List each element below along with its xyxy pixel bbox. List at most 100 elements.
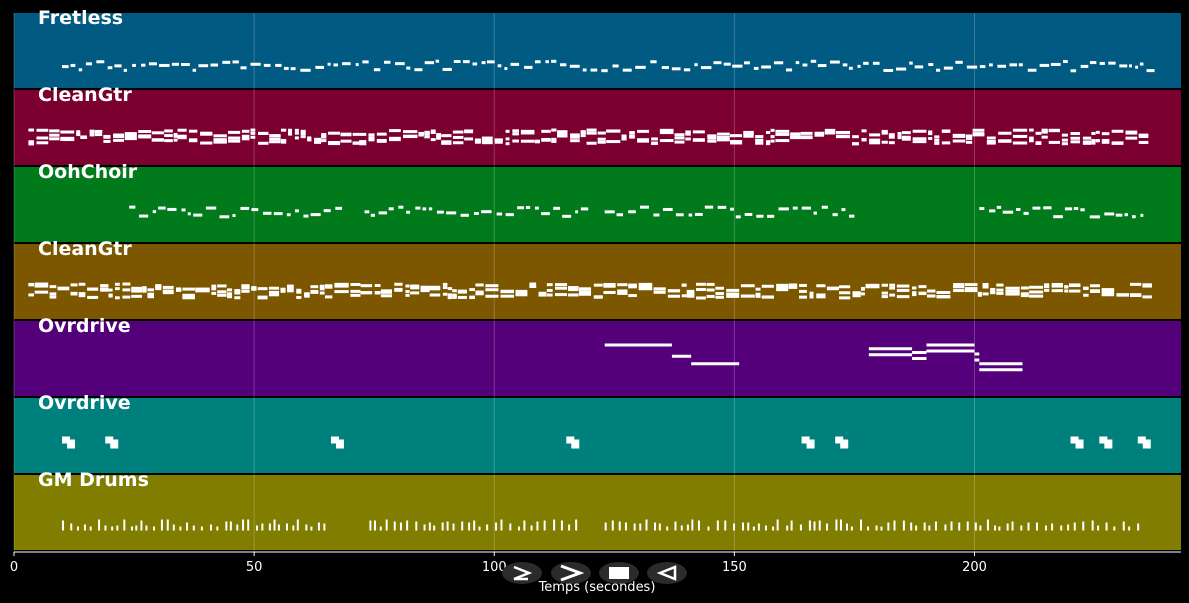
note [824, 128, 836, 132]
note [314, 138, 322, 142]
note [280, 287, 286, 291]
note [824, 131, 836, 135]
note [881, 140, 888, 144]
note [744, 212, 753, 216]
drum-hit [261, 523, 264, 531]
drum-hit [399, 522, 402, 531]
note [310, 285, 319, 289]
drum-hit [880, 526, 883, 531]
note [628, 294, 637, 298]
note [1005, 286, 1020, 290]
note [280, 289, 286, 293]
note [1018, 63, 1023, 67]
play-button-bg[interactable] [502, 562, 542, 584]
note [661, 66, 669, 70]
note [621, 134, 627, 138]
note [330, 436, 339, 444]
track-title-2: OohChoir [38, 161, 138, 183]
note [1029, 294, 1044, 298]
rewind-button-bg[interactable] [647, 562, 687, 584]
note [70, 292, 78, 296]
note [1095, 139, 1100, 143]
note [452, 135, 464, 139]
note [1090, 289, 1100, 293]
note [494, 140, 503, 144]
note [628, 210, 636, 214]
note [475, 292, 484, 296]
note [570, 139, 580, 143]
stop-button[interactable] [599, 562, 639, 584]
note [869, 138, 881, 142]
note [715, 291, 724, 295]
note [296, 295, 302, 299]
note [147, 295, 155, 299]
note [410, 286, 420, 290]
note [1012, 134, 1028, 138]
drum-hit [200, 526, 203, 531]
note [896, 284, 910, 288]
note [755, 135, 764, 139]
note [1091, 131, 1096, 135]
note [1069, 284, 1081, 288]
note [998, 131, 1012, 135]
note [442, 286, 448, 290]
note [986, 141, 996, 145]
note [280, 138, 287, 142]
note [87, 295, 99, 299]
note [505, 129, 510, 133]
drum-hit [958, 522, 961, 531]
tracks-layer [14, 13, 1181, 550]
note [571, 439, 580, 449]
note [612, 64, 619, 68]
drum-hit [216, 526, 219, 531]
note [901, 131, 911, 135]
note [171, 62, 179, 66]
note [732, 64, 743, 68]
drum-hit [1082, 521, 1085, 531]
note [414, 68, 423, 72]
note [1101, 140, 1110, 144]
note [638, 285, 653, 289]
note [604, 210, 615, 214]
note [869, 141, 881, 145]
note [325, 295, 333, 299]
note [683, 68, 691, 72]
note [888, 133, 895, 137]
note [696, 282, 706, 286]
note [541, 138, 551, 142]
rewind-button[interactable] [647, 562, 687, 584]
note [529, 284, 537, 288]
note [132, 63, 136, 67]
note [686, 292, 695, 296]
note [928, 137, 933, 141]
note [1129, 64, 1132, 68]
note [290, 67, 296, 71]
note [586, 131, 597, 135]
note [756, 214, 764, 218]
note [1070, 436, 1079, 444]
drum-hit [461, 521, 464, 531]
note [234, 289, 241, 293]
note [300, 135, 306, 139]
note [546, 288, 553, 292]
note [1140, 213, 1144, 217]
note [972, 132, 985, 136]
note [700, 66, 712, 70]
note [628, 283, 637, 287]
note [429, 293, 441, 297]
note [1104, 439, 1113, 449]
note [49, 129, 60, 133]
play-button[interactable] [502, 562, 542, 584]
note [696, 288, 706, 292]
note [1064, 289, 1069, 293]
note [515, 291, 528, 295]
fast-forward-button[interactable] [551, 562, 591, 584]
note [809, 295, 814, 299]
note [275, 63, 282, 67]
note [821, 205, 828, 209]
note [681, 294, 687, 298]
note [753, 66, 759, 70]
drum-hit [765, 525, 768, 531]
note [78, 68, 83, 72]
note [251, 287, 257, 291]
